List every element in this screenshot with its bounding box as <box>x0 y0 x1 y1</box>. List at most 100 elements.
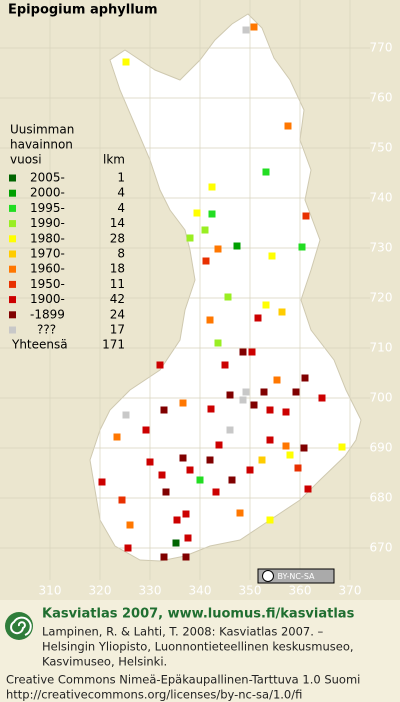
observation <box>254 314 262 322</box>
legend-count: 8 <box>117 247 125 261</box>
legend-label: 1995- <box>30 201 65 215</box>
observation <box>278 308 286 316</box>
observation <box>286 451 294 459</box>
observation <box>226 426 234 434</box>
legend-label: -1899 <box>30 307 65 321</box>
legend-swatch <box>9 250 16 258</box>
legend-swatch <box>9 311 16 319</box>
x-coordinate: 360 <box>289 584 312 598</box>
legend-count: 24 <box>110 307 125 321</box>
observation <box>224 293 232 301</box>
legend-heading: havainnon <box>10 138 73 152</box>
legend-swatch <box>9 280 16 288</box>
license-badge: BY-NC-SA <box>257 568 335 584</box>
observation <box>298 243 306 251</box>
y-coordinate: 760 <box>370 91 393 105</box>
legend-count: 4 <box>117 201 125 215</box>
observation <box>206 316 214 324</box>
observation <box>186 466 194 474</box>
observation <box>172 539 180 547</box>
legend-count: 4 <box>117 186 125 200</box>
observation <box>142 426 150 434</box>
observation <box>262 301 270 309</box>
legend-total-label: Yhteensä <box>11 338 68 352</box>
observation <box>201 226 209 234</box>
coordinate-labels: 310 320 330 340 350 360 370 770 760 750 740 730 720 7… <box>39 41 393 598</box>
legend-heading: vuosi <box>10 153 42 167</box>
observation <box>273 376 281 384</box>
legend-count: 17 <box>110 323 125 337</box>
legend-count: 42 <box>110 292 125 306</box>
citation-line: Helsingin Yliopisto, Luonnontieteellinen… <box>42 640 354 654</box>
observation <box>258 456 266 464</box>
observation <box>284 122 292 130</box>
observation <box>186 234 194 242</box>
license-line: http://creativecommons.org/licenses/by-n… <box>6 688 302 702</box>
grid <box>0 0 370 580</box>
observation <box>182 510 190 518</box>
observation <box>214 339 222 347</box>
legend-swatch <box>9 265 16 273</box>
observation <box>301 374 309 382</box>
observation <box>248 348 256 356</box>
observation <box>246 466 254 474</box>
observation <box>300 444 308 452</box>
observation <box>262 168 270 176</box>
observation <box>282 442 290 450</box>
observation <box>304 485 312 493</box>
observation <box>266 516 274 524</box>
observation <box>162 488 170 496</box>
observation <box>226 391 234 399</box>
observation <box>118 496 126 504</box>
observation <box>208 183 216 191</box>
observation <box>214 245 222 253</box>
observation <box>98 478 106 486</box>
atlas-heading: Kasviatlas 2007, www.luomus.fi/kasviatla… <box>42 607 355 622</box>
y-coordinate: 740 <box>370 191 393 205</box>
observation <box>239 396 247 404</box>
observation <box>250 23 258 31</box>
legend-swatch <box>9 220 16 228</box>
y-coordinate: 750 <box>370 141 393 155</box>
observation <box>208 210 216 218</box>
observation <box>228 476 236 484</box>
citation-line: Lampinen, R. & Lahti, T. 2008: Kasviatla… <box>42 625 324 639</box>
legend-label: 1960- <box>30 262 65 276</box>
observation <box>239 348 247 356</box>
observation <box>206 456 214 464</box>
legend-heading: Uusimman <box>10 123 74 137</box>
legend-label: 1980- <box>30 231 65 245</box>
observation <box>122 58 130 66</box>
observation <box>215 441 223 449</box>
x-coordinate: 310 <box>39 584 62 598</box>
legend-count: 1 <box>117 171 125 185</box>
legend-count: 14 <box>110 216 125 230</box>
y-coordinate: 690 <box>370 441 393 455</box>
observation <box>302 212 310 220</box>
observation <box>292 388 300 396</box>
legend-label: ??? <box>37 323 56 337</box>
observation <box>236 509 244 517</box>
observations <box>98 23 346 561</box>
finland-outline <box>89 13 362 562</box>
observation <box>160 406 168 414</box>
y-coordinate: 720 <box>370 291 393 305</box>
legend-label: 1990- <box>30 216 65 230</box>
y-coordinate: 680 <box>370 491 393 505</box>
legend-count: 18 <box>110 262 125 276</box>
observation <box>193 209 201 217</box>
x-coordinate: 330 <box>139 584 162 598</box>
observation <box>113 433 121 441</box>
legend-label: 2005- <box>30 171 65 185</box>
legend-total: 171 <box>102 338 125 352</box>
observation <box>126 521 134 529</box>
x-coordinate: 340 <box>189 584 212 598</box>
observation <box>179 399 187 407</box>
legend-swatch <box>9 174 16 182</box>
legend-count: 11 <box>110 277 125 291</box>
x-coordinate: 350 <box>239 584 262 598</box>
observation <box>124 544 132 552</box>
observation <box>282 408 290 416</box>
legend-swatch <box>9 326 16 334</box>
